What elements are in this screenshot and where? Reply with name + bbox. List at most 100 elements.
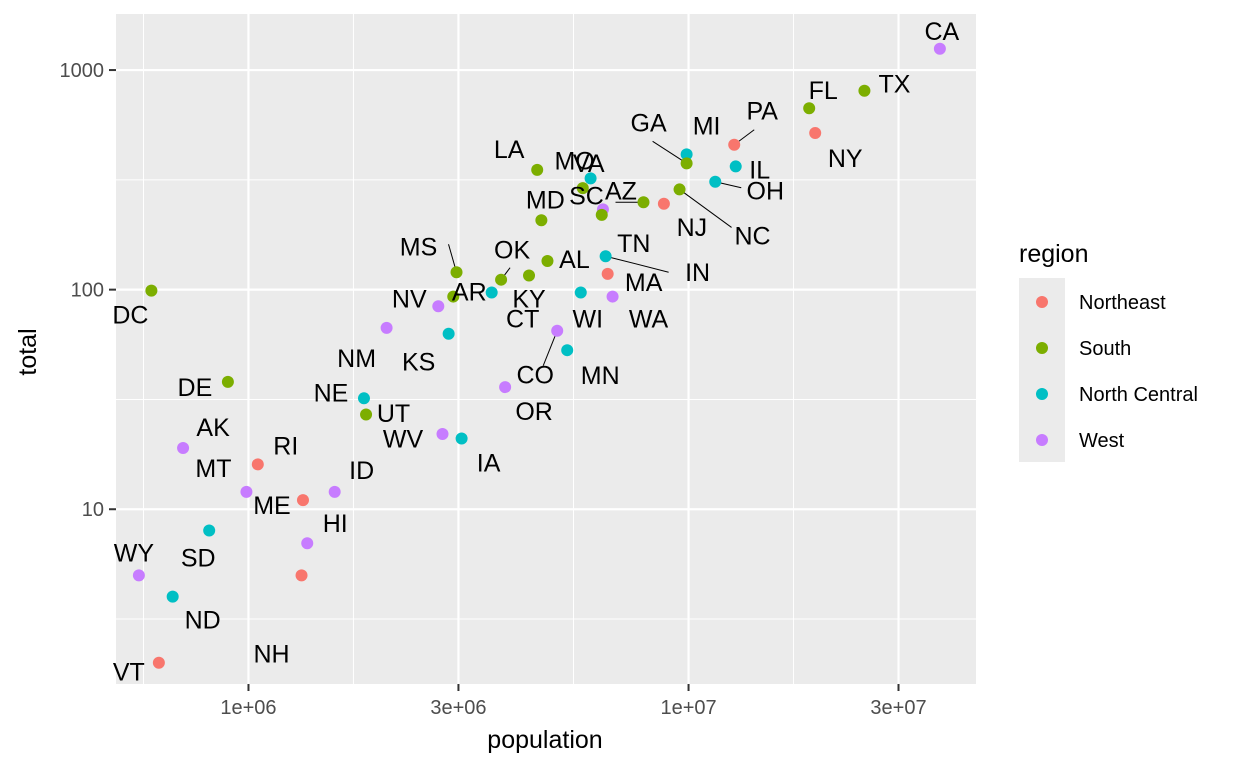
point-label: OH <box>747 178 785 206</box>
legend-label: Northeast <box>1079 292 1166 314</box>
point-label: KS <box>402 349 435 377</box>
x-tick-label: 1e+07 <box>660 697 716 719</box>
point-label: DC <box>112 302 148 330</box>
point-label: ID <box>349 457 374 485</box>
point-label: AR <box>452 279 487 307</box>
point-label: TX <box>878 71 910 99</box>
point-label: MI <box>693 112 721 140</box>
data-point <box>673 183 686 196</box>
data-points <box>132 42 946 669</box>
legend-title: region <box>1019 240 1089 268</box>
data-point <box>551 324 564 337</box>
data-point <box>858 84 871 97</box>
data-point <box>606 290 619 303</box>
point-label: CO <box>516 362 554 390</box>
data-point <box>541 255 554 268</box>
data-point <box>442 327 455 340</box>
point-label: FL <box>809 77 838 105</box>
data-point <box>221 375 234 388</box>
label-connector <box>605 255 669 273</box>
x-tick-label: 1e+06 <box>220 697 276 719</box>
point-label: MT <box>195 455 231 483</box>
point-label: KY <box>512 285 546 313</box>
point-label: MD <box>526 186 565 214</box>
legend-key <box>1036 434 1048 446</box>
x-tick-label: 3e+07 <box>870 697 926 719</box>
point-label: NM <box>337 345 376 373</box>
point-label: SC <box>569 182 604 210</box>
point-label: SD <box>181 545 216 573</box>
point-label: IN <box>685 259 710 287</box>
data-point <box>357 392 370 405</box>
data-point <box>328 485 341 498</box>
point-label: MN <box>581 362 620 390</box>
legend-label: South <box>1079 338 1131 360</box>
point-label: GA <box>631 109 667 137</box>
point-label: HI <box>323 510 348 538</box>
plot-background <box>116 14 976 684</box>
data-point <box>574 286 587 299</box>
data-point <box>152 656 165 669</box>
legend-key-background <box>1019 278 1065 462</box>
data-point <box>728 138 741 151</box>
y-tick-label: 1000 <box>60 60 105 82</box>
data-point <box>166 590 179 603</box>
data-point <box>809 126 822 139</box>
data-point <box>531 163 544 176</box>
point-label: TN <box>617 230 650 258</box>
data-point <box>296 494 309 507</box>
point-label: CT <box>506 306 539 334</box>
data-point <box>240 485 253 498</box>
point-label: CA <box>925 18 960 46</box>
data-point <box>803 102 816 115</box>
data-point <box>499 381 512 394</box>
point-label: MO <box>554 147 594 175</box>
data-point <box>637 196 650 209</box>
data-point <box>455 432 468 445</box>
data-point <box>380 321 393 334</box>
point-label: AL <box>559 246 590 274</box>
data-point <box>360 408 373 421</box>
legend-label: North Central <box>1079 384 1198 406</box>
point-label: MS <box>400 233 438 261</box>
x-tick-label: 3e+06 <box>430 697 486 719</box>
data-point <box>485 286 498 299</box>
label-connector <box>679 189 732 228</box>
point-label: PA <box>746 98 778 126</box>
major-gridlines <box>116 14 976 684</box>
point-label: ME <box>253 492 291 520</box>
data-point <box>203 524 216 537</box>
point-label: WI <box>573 306 604 334</box>
y-tick-label: 10 <box>82 499 104 521</box>
data-point <box>584 172 597 185</box>
data-point <box>251 458 264 471</box>
point-label: ND <box>185 607 221 635</box>
data-point <box>601 267 614 280</box>
point-label: OR <box>515 398 553 426</box>
data-point <box>177 442 190 455</box>
data-point <box>145 284 158 297</box>
data-point <box>657 197 670 210</box>
data-point <box>447 290 460 303</box>
data-point <box>132 569 145 582</box>
data-point <box>432 300 445 313</box>
point-label: WY <box>114 539 155 567</box>
data-point <box>680 157 693 170</box>
data-point <box>729 160 742 173</box>
data-point <box>680 148 693 161</box>
data-point <box>576 182 589 195</box>
data-point <box>561 344 574 357</box>
legend-key <box>1036 388 1048 400</box>
point-label: NH <box>253 640 289 668</box>
point-label: MA <box>625 269 663 297</box>
point-label: IL <box>749 156 770 184</box>
data-point <box>301 537 314 550</box>
point-label: WV <box>383 426 424 454</box>
legend: region Northeast South North Central West <box>1019 240 1198 462</box>
legend-key <box>1036 342 1048 354</box>
point-label: IA <box>477 449 501 477</box>
point-label: OK <box>494 237 530 265</box>
data-point <box>295 569 308 582</box>
point-label: VT <box>113 659 145 687</box>
